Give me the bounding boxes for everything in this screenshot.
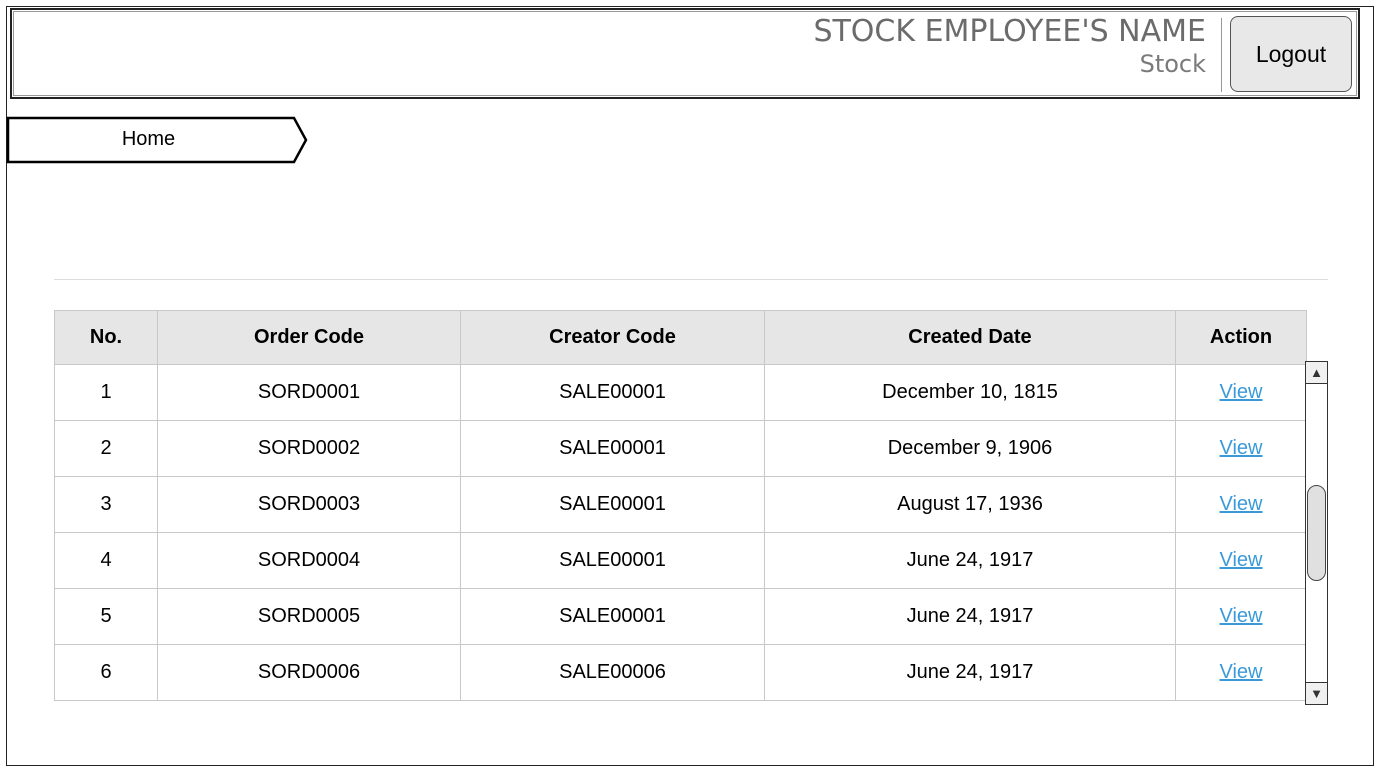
- cell-creator-code: SALE00001: [460, 420, 765, 477]
- breadcrumb-home[interactable]: Home: [121, 127, 176, 150]
- cell-created-date: December 10, 1815: [764, 364, 1176, 421]
- table-row: 3 SORD0003 SALE00001 August 17, 1936 Vie…: [54, 476, 1307, 533]
- cell-no: 2: [54, 420, 158, 477]
- user-role: Stock: [1139, 50, 1206, 78]
- cell-action: View: [1175, 644, 1307, 701]
- table-row: 6 SORD0006 SALE00006 June 24, 1917 View: [54, 644, 1307, 701]
- cell-no: 3: [54, 476, 158, 533]
- view-link[interactable]: View: [1219, 661, 1263, 683]
- view-link[interactable]: View: [1219, 549, 1263, 571]
- cell-action: View: [1175, 532, 1307, 589]
- cell-no: 4: [54, 532, 158, 589]
- breadcrumb: Home: [6, 116, 308, 164]
- cell-no: 6: [54, 644, 158, 701]
- orders-table-container: No. Order Code Creator Code Created Date…: [54, 310, 1307, 704]
- column-header-action: Action: [1175, 310, 1307, 365]
- cell-no: 1: [54, 364, 158, 421]
- cell-creator-code: SALE00001: [460, 476, 765, 533]
- orders-table: No. Order Code Creator Code Created Date…: [54, 310, 1307, 701]
- cell-no: 5: [54, 588, 158, 645]
- view-link[interactable]: View: [1219, 605, 1263, 627]
- table-scrollbar[interactable]: ▲ ▼: [1305, 361, 1328, 705]
- cell-action: View: [1175, 476, 1307, 533]
- cell-creator-code: SALE00001: [460, 364, 765, 421]
- cell-action: View: [1175, 420, 1307, 477]
- cell-order-code: SORD0001: [157, 364, 461, 421]
- table-header-row: No. Order Code Creator Code Created Date…: [54, 310, 1307, 365]
- user-name: STOCK EMPLOYEE'S NAME: [813, 14, 1206, 49]
- table-row: 2 SORD0002 SALE00001 December 9, 1906 Vi…: [54, 420, 1307, 477]
- view-link[interactable]: View: [1219, 381, 1263, 403]
- scroll-down-icon[interactable]: ▼: [1306, 682, 1327, 704]
- cell-order-code: SORD0002: [157, 420, 461, 477]
- cell-action: View: [1175, 364, 1307, 421]
- cell-created-date: December 9, 1906: [764, 420, 1176, 477]
- cell-created-date: August 17, 1936: [764, 476, 1176, 533]
- table-row: 4 SORD0004 SALE00001 June 24, 1917 View: [54, 532, 1307, 589]
- cell-action: View: [1175, 588, 1307, 645]
- column-header-order-code: Order Code: [157, 310, 461, 365]
- view-link[interactable]: View: [1219, 437, 1263, 459]
- cell-created-date: June 24, 1917: [764, 532, 1176, 589]
- table-row: 1 SORD0001 SALE00001 December 10, 1815 V…: [54, 364, 1307, 421]
- column-header-created-date: Created Date: [764, 310, 1176, 365]
- logout-button[interactable]: Logout: [1230, 16, 1352, 92]
- view-link[interactable]: View: [1219, 493, 1263, 515]
- scroll-thumb[interactable]: [1307, 485, 1326, 581]
- scroll-up-icon[interactable]: ▲: [1306, 362, 1327, 384]
- cell-created-date: June 24, 1917: [764, 588, 1176, 645]
- header-divider: [1221, 18, 1222, 92]
- table-row: 5 SORD0005 SALE00001 June 24, 1917 View: [54, 588, 1307, 645]
- column-header-no: No.: [54, 310, 158, 365]
- user-info: STOCK EMPLOYEE'S NAME Stock: [813, 14, 1206, 78]
- cell-creator-code: SALE00006: [460, 644, 765, 701]
- column-header-creator-code: Creator Code: [460, 310, 765, 365]
- content-divider: [54, 279, 1328, 280]
- cell-creator-code: SALE00001: [460, 532, 765, 589]
- cell-order-code: SORD0003: [157, 476, 461, 533]
- cell-order-code: SORD0006: [157, 644, 461, 701]
- cell-creator-code: SALE00001: [460, 588, 765, 645]
- cell-created-date: June 24, 1917: [764, 644, 1176, 701]
- cell-order-code: SORD0004: [157, 532, 461, 589]
- cell-order-code: SORD0005: [157, 588, 461, 645]
- app-header: STOCK EMPLOYEE'S NAME Stock Logout: [10, 8, 1360, 99]
- breadcrumb-arrow-shape: [6, 116, 308, 164]
